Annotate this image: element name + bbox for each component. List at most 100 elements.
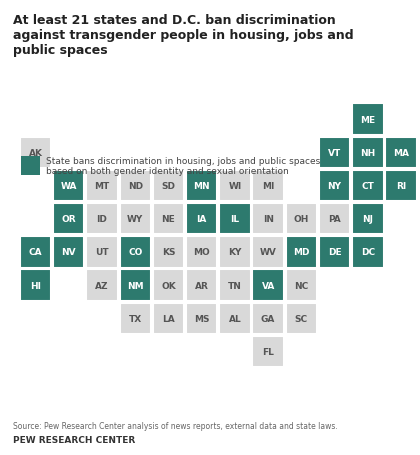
FancyBboxPatch shape <box>20 237 51 268</box>
FancyBboxPatch shape <box>319 203 350 235</box>
FancyBboxPatch shape <box>53 237 84 268</box>
Text: CA: CA <box>29 248 42 257</box>
Text: TN: TN <box>228 281 242 290</box>
Text: PA: PA <box>328 215 341 224</box>
Text: OH: OH <box>294 215 309 224</box>
Text: NE: NE <box>162 215 175 224</box>
FancyBboxPatch shape <box>219 270 251 301</box>
FancyBboxPatch shape <box>252 237 284 268</box>
FancyBboxPatch shape <box>120 303 151 334</box>
Text: NJ: NJ <box>362 215 373 224</box>
FancyBboxPatch shape <box>120 203 151 235</box>
Text: ND: ND <box>128 182 143 191</box>
Text: NM: NM <box>127 281 144 290</box>
FancyBboxPatch shape <box>153 270 184 301</box>
FancyBboxPatch shape <box>186 170 218 202</box>
Text: AR: AR <box>195 281 209 290</box>
FancyBboxPatch shape <box>286 203 317 235</box>
FancyBboxPatch shape <box>153 170 184 202</box>
FancyBboxPatch shape <box>120 270 151 301</box>
Text: CO: CO <box>128 248 142 257</box>
Text: SD: SD <box>161 182 176 191</box>
Text: GA: GA <box>261 314 276 323</box>
Text: MA: MA <box>393 148 409 157</box>
FancyBboxPatch shape <box>20 137 51 168</box>
FancyBboxPatch shape <box>352 137 383 168</box>
Text: ME: ME <box>360 115 375 124</box>
FancyBboxPatch shape <box>186 203 218 235</box>
Text: WA: WA <box>60 182 77 191</box>
Text: UT: UT <box>95 248 109 257</box>
FancyBboxPatch shape <box>286 303 317 334</box>
Text: OR: OR <box>61 215 76 224</box>
Text: NV: NV <box>61 248 76 257</box>
FancyBboxPatch shape <box>219 237 251 268</box>
Text: LA: LA <box>162 314 175 323</box>
FancyBboxPatch shape <box>252 270 284 301</box>
Text: MS: MS <box>194 314 210 323</box>
Text: NY: NY <box>328 182 341 191</box>
FancyBboxPatch shape <box>252 170 284 202</box>
FancyBboxPatch shape <box>319 237 350 268</box>
Text: IL: IL <box>230 215 239 224</box>
FancyBboxPatch shape <box>252 336 284 368</box>
FancyBboxPatch shape <box>352 170 383 202</box>
FancyBboxPatch shape <box>286 270 317 301</box>
FancyBboxPatch shape <box>386 170 417 202</box>
FancyBboxPatch shape <box>153 303 184 334</box>
Text: RI: RI <box>396 182 406 191</box>
FancyBboxPatch shape <box>120 170 151 202</box>
Text: State bans discrimination in housing, jobs and public spaces
based on both gende: State bans discrimination in housing, jo… <box>46 157 320 176</box>
FancyBboxPatch shape <box>186 237 218 268</box>
Text: KS: KS <box>162 248 175 257</box>
FancyBboxPatch shape <box>219 170 251 202</box>
Text: At least 21 states and D.C. ban discrimination
against transgender people in hou: At least 21 states and D.C. ban discrimi… <box>13 14 353 56</box>
Text: WY: WY <box>127 215 143 224</box>
Text: WI: WI <box>228 182 241 191</box>
Text: KY: KY <box>228 248 241 257</box>
FancyBboxPatch shape <box>352 203 383 235</box>
Text: VA: VA <box>262 281 275 290</box>
Text: MT: MT <box>94 182 110 191</box>
Text: ID: ID <box>97 215 108 224</box>
FancyBboxPatch shape <box>352 104 383 136</box>
FancyBboxPatch shape <box>186 303 218 334</box>
Text: OK: OK <box>161 281 176 290</box>
Text: AZ: AZ <box>95 281 109 290</box>
FancyBboxPatch shape <box>252 203 284 235</box>
FancyBboxPatch shape <box>286 237 317 268</box>
FancyBboxPatch shape <box>219 203 251 235</box>
FancyBboxPatch shape <box>386 137 417 168</box>
Text: TX: TX <box>129 314 142 323</box>
Text: PEW RESEARCH CENTER: PEW RESEARCH CENTER <box>13 435 135 444</box>
Text: HI: HI <box>30 281 41 290</box>
Text: AK: AK <box>29 148 42 157</box>
FancyBboxPatch shape <box>87 203 118 235</box>
FancyBboxPatch shape <box>87 270 118 301</box>
FancyBboxPatch shape <box>120 237 151 268</box>
FancyBboxPatch shape <box>186 270 218 301</box>
FancyBboxPatch shape <box>319 170 350 202</box>
FancyBboxPatch shape <box>20 270 51 301</box>
FancyBboxPatch shape <box>87 237 118 268</box>
FancyBboxPatch shape <box>319 137 350 168</box>
FancyBboxPatch shape <box>87 170 118 202</box>
Text: MN: MN <box>193 182 210 191</box>
FancyBboxPatch shape <box>53 203 84 235</box>
Text: WV: WV <box>260 248 277 257</box>
FancyBboxPatch shape <box>153 203 184 235</box>
Text: NH: NH <box>360 148 375 157</box>
Text: SC: SC <box>295 314 308 323</box>
FancyBboxPatch shape <box>219 303 251 334</box>
Text: IA: IA <box>197 215 207 224</box>
FancyBboxPatch shape <box>53 170 84 202</box>
Text: VT: VT <box>328 148 341 157</box>
Text: FL: FL <box>262 347 274 356</box>
Text: DE: DE <box>328 248 341 257</box>
Text: CT: CT <box>361 182 374 191</box>
Text: MD: MD <box>293 248 310 257</box>
Text: AL: AL <box>228 314 241 323</box>
Text: MO: MO <box>193 248 210 257</box>
FancyBboxPatch shape <box>252 303 284 334</box>
FancyBboxPatch shape <box>352 237 383 268</box>
